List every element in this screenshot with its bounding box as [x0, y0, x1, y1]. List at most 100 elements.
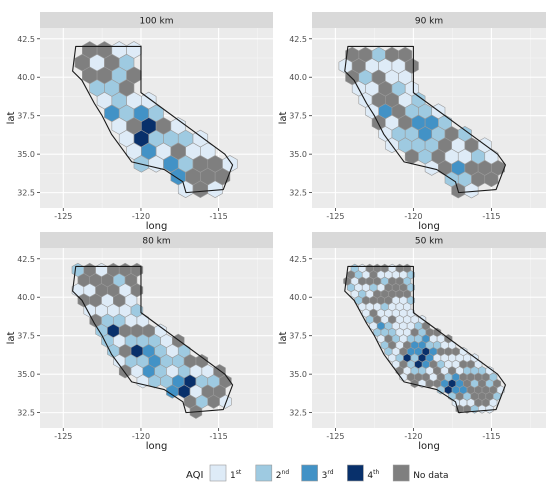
y-tick-label: 35.0 — [17, 150, 35, 159]
facet-strip — [312, 12, 546, 28]
hex-cell — [350, 263, 359, 273]
facet-title: 80 km — [142, 237, 170, 247]
y-tick-label: 37.5 — [289, 332, 307, 341]
legend-item-2: 2nd — [255, 464, 290, 482]
legend-title: AQI — [186, 470, 204, 481]
y-tick-label: 37.5 — [289, 112, 307, 121]
legend-label: No data — [413, 471, 448, 481]
y-axis-label: lat — [6, 112, 17, 125]
hex-cell — [365, 263, 374, 273]
legend: AQI 1st 2nd 3rd 4th No data — [186, 464, 449, 482]
panels: 100 km -125 -120 -115 32.5 35.0 37.5 40.0 42.5 lo… — [6, 12, 546, 452]
y-tick-label: 42.5 — [17, 255, 35, 264]
x-axis-label: long — [418, 221, 440, 232]
panel-1: 100 km -125 -120 -115 32.5 35.0 37.5 40.0 42.5 lo… — [6, 12, 273, 232]
legend-swatch — [392, 464, 410, 482]
legend-swatch — [347, 464, 364, 482]
legend-label: 3rd — [322, 469, 334, 481]
hexbins — [71, 262, 234, 419]
legend-item-1: 1st — [209, 464, 242, 482]
x-tick-label: -120 — [132, 212, 150, 221]
hex-cell — [170, 117, 186, 135]
y-tick-label: 42.5 — [17, 35, 35, 44]
y-tick-label: 32.5 — [289, 189, 307, 198]
y-tick-label: 32.5 — [289, 409, 307, 418]
x-tick-label: -125 — [54, 212, 72, 221]
hex-cell — [485, 366, 494, 376]
hex-cell — [358, 263, 367, 273]
hex-cell — [83, 262, 96, 278]
hex-cell — [222, 155, 238, 173]
facet-strip — [312, 232, 546, 248]
x-tick-label: -125 — [54, 432, 72, 441]
y-tick-label: 37.5 — [17, 112, 35, 121]
hexbins — [72, 41, 238, 198]
hex-cell — [195, 353, 209, 369]
legend-item-none: No data — [392, 464, 449, 482]
x-tick-label: -125 — [326, 432, 344, 441]
x-tick-label: -120 — [404, 212, 422, 221]
hex-cell — [118, 262, 132, 278]
hex-cell — [398, 46, 413, 63]
hex-cell — [95, 262, 108, 278]
hex-cell — [107, 262, 120, 278]
y-tick-label: 40.0 — [17, 73, 35, 82]
y-axis-label: lat — [6, 332, 17, 345]
hex-cell — [457, 126, 472, 142]
x-axis-label: long — [146, 221, 168, 232]
y-tick-label: 35.0 — [17, 370, 35, 379]
hex-cell — [380, 263, 389, 273]
facet-title: 90 km — [415, 17, 443, 27]
y-tick-label: 32.5 — [17, 409, 35, 418]
panel-3: 80 km -125 -120 -115 32.5 35.0 37.5 40.0 42.5 lon… — [6, 232, 273, 452]
x-tick-label: -115 — [210, 432, 228, 441]
x-tick-label: -115 — [210, 212, 228, 221]
legend-swatch — [209, 464, 227, 482]
facet-title: 100 km — [139, 17, 173, 27]
y-tick-label: 42.5 — [289, 35, 307, 44]
facet-title: 50 km — [415, 237, 443, 247]
x-axis-label: long — [418, 441, 440, 452]
legend-item-3: 3rd — [301, 464, 334, 482]
legend-label: 4th — [367, 469, 379, 481]
legend-label: 2nd — [276, 469, 290, 481]
grid — [40, 248, 273, 428]
legend-swatch — [301, 464, 318, 482]
x-tick-label: -120 — [404, 432, 422, 441]
hex-cell — [395, 263, 404, 273]
hex-cell — [388, 263, 397, 273]
y-tick-label: 35.0 — [289, 150, 307, 159]
hex-cell — [172, 333, 185, 348]
hex-cell — [213, 364, 226, 379]
hex-cell — [433, 327, 442, 337]
y-tick-label: 42.5 — [289, 255, 307, 264]
hex-cell — [71, 262, 85, 278]
y-tick-label: 37.5 — [17, 332, 35, 341]
x-tick-label: -120 — [132, 432, 150, 441]
hexbins — [338, 45, 506, 199]
x-axis-label: long — [146, 441, 168, 452]
legend-label: 1st — [230, 469, 242, 481]
facet-strip — [40, 232, 273, 248]
state-outline — [344, 265, 506, 414]
hex-cell — [373, 263, 382, 273]
y-tick-label: 40.0 — [289, 73, 307, 82]
y-tick-label: 40.0 — [17, 293, 35, 302]
y-tick-label: 32.5 — [17, 189, 35, 198]
state-outline — [344, 45, 506, 194]
state-outline — [72, 265, 234, 414]
hex-cell — [154, 323, 167, 338]
hexbins — [343, 263, 506, 414]
y-axis-label: lat — [278, 112, 289, 125]
facet-strip — [40, 12, 273, 28]
y-axis-label: lat — [278, 332, 289, 345]
panel-2: 90 km -125 -120 -115 32.5 35.0 37.5 40.0 42.5 lon… — [278, 12, 546, 232]
x-tick-label: -115 — [482, 432, 500, 441]
x-tick-label: -115 — [482, 212, 500, 221]
legend-item-4: 4th — [347, 464, 379, 482]
y-tick-label: 35.0 — [289, 370, 307, 379]
y-tick-label: 40.0 — [289, 293, 307, 302]
x-tick-label: -125 — [326, 212, 344, 221]
state-outline — [72, 45, 234, 194]
